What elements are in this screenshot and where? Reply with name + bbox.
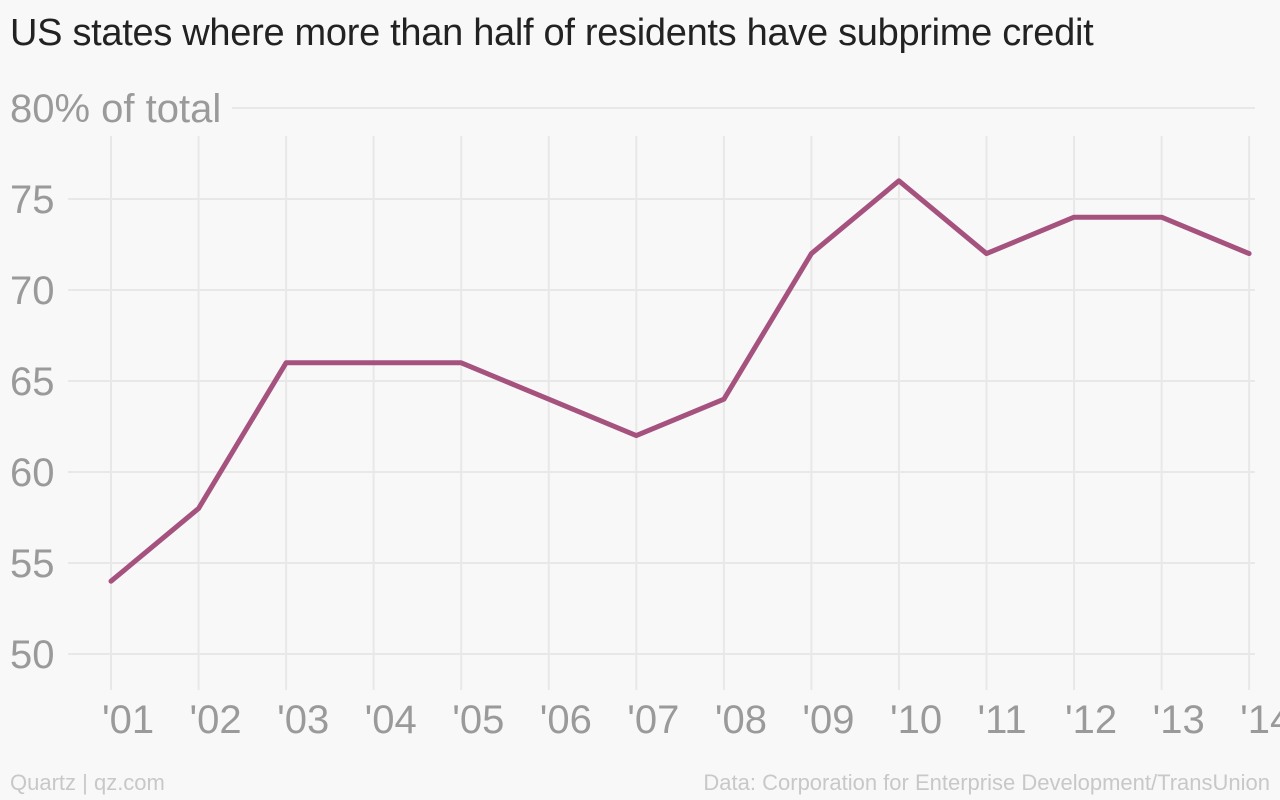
x-tick-label: '09 bbox=[802, 698, 854, 742]
series-line bbox=[108, 178, 1252, 584]
y-tick-label: 80% of total bbox=[10, 87, 221, 131]
x-tick-label: '03 bbox=[277, 698, 329, 742]
y-tick-label: 55 bbox=[10, 542, 55, 586]
x-tick-label: '08 bbox=[715, 698, 767, 742]
x-axis-tick-labels: '01 '02 '03 '04 '05 '06 '07 '08 '09 '10 '11 '12 '13 '… bbox=[102, 698, 1280, 742]
x-tick-label: '02 bbox=[190, 698, 242, 742]
y-axis-tick-labels: 80% of total 75 70 65 60 55 50 bbox=[10, 87, 221, 677]
chart-title: US states where more than half of reside… bbox=[10, 12, 1094, 54]
x-tick-label: '06 bbox=[540, 698, 592, 742]
vertical-gridlines bbox=[110, 136, 1251, 690]
x-tick-label: '01 bbox=[102, 698, 154, 742]
source-credit: Quartz | qz.com bbox=[10, 770, 165, 795]
data-source: Data: Corporation for Enterprise Develop… bbox=[703, 770, 1270, 795]
y-tick-label: 65 bbox=[10, 360, 55, 404]
x-tick-label: '10 bbox=[890, 698, 942, 742]
x-tick-label: '05 bbox=[452, 698, 504, 742]
horizontal-gridlines bbox=[68, 107, 1255, 655]
x-tick-label: '14 bbox=[1240, 698, 1280, 742]
x-tick-label: '07 bbox=[627, 698, 679, 742]
y-tick-label: 70 bbox=[10, 269, 55, 313]
x-tick-label: '12 bbox=[1065, 698, 1117, 742]
x-tick-label: '13 bbox=[1153, 698, 1205, 742]
x-tick-label: '04 bbox=[365, 698, 417, 742]
x-tick-label: '11 bbox=[978, 698, 1027, 742]
y-tick-label: 60 bbox=[10, 451, 55, 495]
y-tick-label: 50 bbox=[10, 633, 55, 677]
y-tick-label: 75 bbox=[10, 178, 55, 222]
